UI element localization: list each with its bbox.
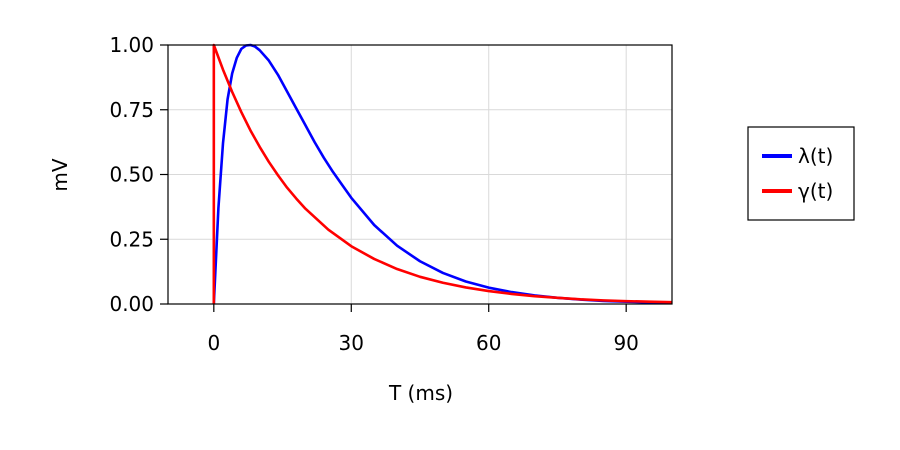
y-tick-label: 0.75 bbox=[109, 98, 154, 122]
y-tick-label: 0.50 bbox=[109, 163, 154, 187]
x-tick-label: 90 bbox=[613, 331, 638, 355]
legend: λ(t) γ(t) bbox=[747, 126, 855, 221]
x-tick-label: 60 bbox=[476, 331, 501, 355]
series-line-1 bbox=[212, 43, 673, 304]
y-tick-label: 0.25 bbox=[109, 227, 154, 251]
legend-label-lambda: λ(t) bbox=[798, 144, 833, 168]
plot-area bbox=[212, 43, 673, 305]
x-tick-label: 30 bbox=[339, 331, 364, 355]
grid bbox=[168, 44, 672, 305]
ticks: 0 30 60 90 0.00 0.25 0.50 0.75 1.00 bbox=[109, 33, 638, 355]
y-tick-label: 1.00 bbox=[109, 33, 154, 57]
legend-box bbox=[747, 126, 855, 221]
y-axis-label: mV bbox=[48, 158, 72, 191]
x-axis-label: T (ms) bbox=[388, 381, 453, 405]
x-tick-label: 0 bbox=[207, 331, 220, 355]
y-tick-label: 0.00 bbox=[109, 292, 154, 316]
legend-label-gamma: γ(t) bbox=[798, 179, 833, 203]
